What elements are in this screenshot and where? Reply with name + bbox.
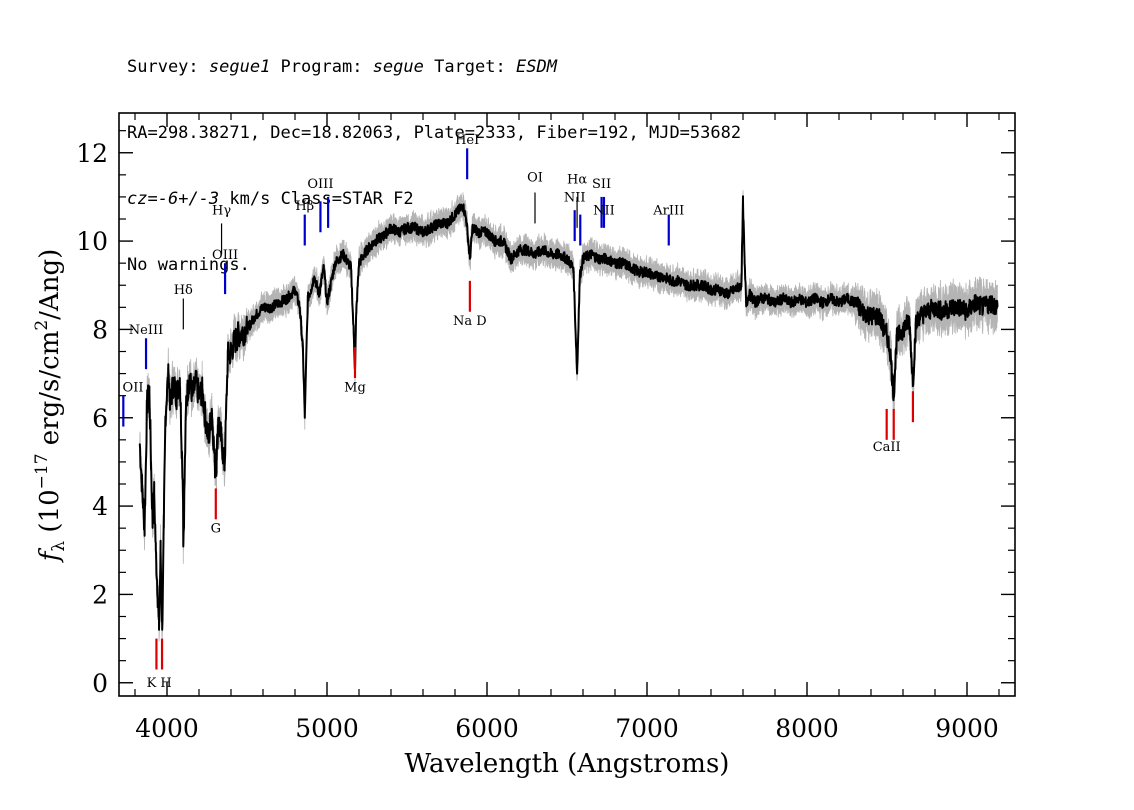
x-tick-label: 7000 <box>615 714 679 743</box>
spectral-line-label: HeI <box>455 133 479 148</box>
y-tick-label: 4 <box>92 492 108 521</box>
cz-class: km/s Class=STAR F2 <box>219 189 414 209</box>
x-tick-label: 4000 <box>135 714 199 743</box>
x-tick-label: 5000 <box>295 714 359 743</box>
cz-value: -6+/-3 <box>157 189 220 209</box>
spectral-line-label: Hδ <box>174 283 193 298</box>
survey-value: segue1 <box>208 57 271 77</box>
program-value: segue <box>372 57 424 77</box>
header-line-coordinates: RA=298.38271, Dec=18.82063, Plate=2333, … <box>127 123 742 143</box>
spectral-line-label: NII <box>593 204 615 219</box>
header-line-survey: Survey: segue1 Program: segue Target: ES… <box>127 56 741 78</box>
y-tick-label: 8 <box>92 315 108 344</box>
spectral-line-label: ArIII <box>652 204 684 219</box>
spectral-line-label: Na D <box>453 314 487 329</box>
spectral-line-label: OII <box>123 380 144 395</box>
y-tick-label: 10 <box>76 227 108 256</box>
spectral-line-label: G <box>211 522 221 537</box>
y-axis-title-exp: −17 <box>32 453 52 489</box>
spectral-line-label: OIII <box>212 248 238 263</box>
y-tick-label: 0 <box>92 669 108 698</box>
x-tick-label: 8000 <box>775 714 839 743</box>
target-value: ESDM <box>515 57 557 77</box>
y-tick-label: 12 <box>76 139 108 168</box>
y-axis-title-lambda: λ <box>49 541 69 552</box>
y-tick-label: 6 <box>92 404 108 433</box>
spectral-line-label: OI <box>527 170 543 185</box>
header-line-warnings: No warnings. <box>127 255 250 275</box>
spectral-line-label: SII <box>592 177 611 192</box>
x-tick-label: 6000 <box>455 714 519 743</box>
y-tick-label: 2 <box>92 580 108 609</box>
spectral-line-label: H <box>160 676 171 691</box>
spectrum-line <box>138 195 999 631</box>
spectral-line-label: NeIII <box>129 323 163 338</box>
y-axis-title: fλ (10−17 erg/s/cm2/Ang) <box>32 249 69 564</box>
spectral-line-label: Hα <box>567 173 587 188</box>
y-axis-title-mid: erg/s/cm <box>35 331 65 454</box>
spectral-line-label: Hγ <box>212 204 231 219</box>
spectral-line-label: Mg <box>344 380 366 395</box>
spectral-line-label: OIII <box>307 177 333 192</box>
spectral-line-label: Hβ <box>295 199 314 214</box>
spectral-line-label: K <box>147 676 157 691</box>
y-axis-title-exp2: 2 <box>32 320 52 331</box>
header-line-redshift: cz=-6+/-3 km/s Class=STAR F2 <box>127 188 741 210</box>
spectral-line-label: NII <box>564 190 586 205</box>
survey-label: Survey: <box>127 57 209 77</box>
spectrum-header: Survey: segue1 Program: segue Target: ES… <box>127 12 741 298</box>
y-axis-title-main: (10 <box>35 489 65 541</box>
y-axis-title-end: /Ang) <box>35 249 65 320</box>
x-axis-title: Wavelength (Angstroms) <box>405 749 730 779</box>
cz-label: cz <box>127 189 148 209</box>
cz-equals: = <box>147 189 158 209</box>
x-tick-label: 9000 <box>935 714 999 743</box>
plot-frame <box>118 112 1016 697</box>
program-label: Program: <box>270 57 373 77</box>
spectral-line-label: CaII <box>873 440 901 455</box>
target-label: Target: <box>423 57 516 77</box>
